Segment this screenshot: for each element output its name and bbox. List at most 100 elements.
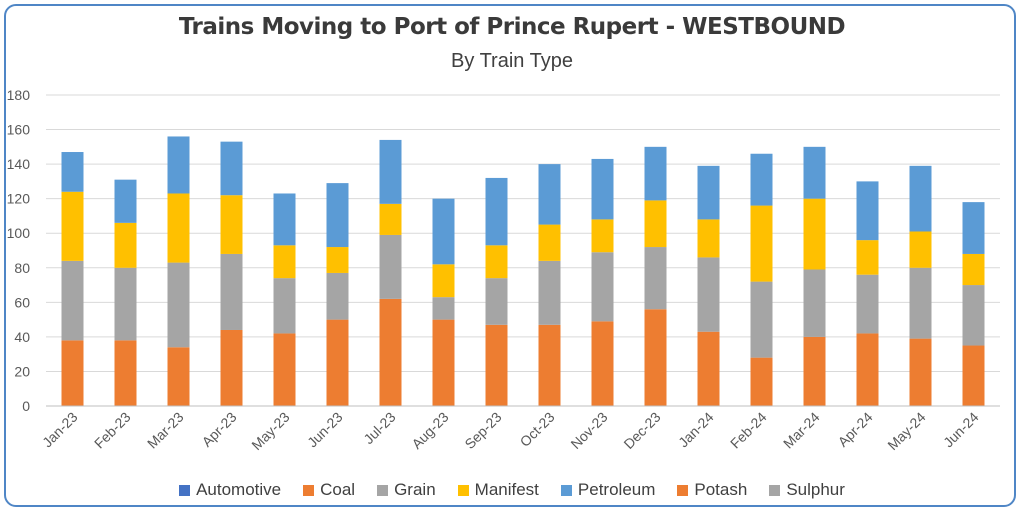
x-tick-label: Jun-23 (304, 409, 346, 451)
bar-potash-jan-23 (61, 340, 84, 406)
y-tick-label: 60 (14, 294, 30, 310)
bar-manifest-jan-23 (61, 191, 84, 261)
chart-subtitle: By Train Type (451, 50, 573, 72)
bar-manifest-jan-24 (697, 219, 720, 258)
bar-petroleum-may-24 (909, 165, 932, 232)
bar-manifest-feb-24 (750, 205, 773, 282)
bar-potash-may-24 (909, 338, 932, 406)
bar-sulphur-feb-23 (114, 267, 137, 341)
bar-potash-oct-23 (538, 324, 561, 406)
bar-potash-jul-23 (379, 298, 402, 406)
legend-swatch (677, 484, 689, 496)
legend-swatch (457, 484, 469, 496)
legend-label: Petroleum (577, 480, 656, 499)
bar-potash-jun-23 (326, 319, 349, 406)
bar-sulphur-nov-23 (591, 252, 614, 322)
bar-petroleum-mar-23 (167, 136, 190, 194)
x-tick-label: Jan-24 (675, 409, 717, 451)
legend-item-manifest: Manifest (457, 480, 539, 500)
chart-title: Trains Moving to Port of Prince Rupert -… (178, 14, 846, 40)
x-tick-label: Nov-23 (567, 409, 610, 452)
legend-label: Potash (694, 480, 748, 499)
bar-potash-nov-23 (591, 321, 614, 406)
bar-sulphur-mar-24 (803, 269, 826, 337)
bar-manifest-sep-23 (485, 245, 508, 279)
bar-manifest-feb-23 (114, 222, 137, 268)
x-tick-label: Apr-23 (199, 409, 240, 450)
x-tick-label: Sep-23 (461, 409, 504, 452)
bar-sulphur-jan-24 (697, 257, 720, 332)
bar-potash-feb-24 (750, 357, 773, 406)
bar-sulphur-may-24 (909, 267, 932, 339)
x-tick-label: Feb-23 (91, 409, 134, 452)
bar-manifest-aug-23 (432, 264, 455, 298)
x-tick-label: May-23 (248, 409, 292, 453)
bar-petroleum-jan-24 (697, 165, 720, 220)
bar-sulphur-feb-24 (750, 281, 773, 358)
legend-item-automotive: Automotive (179, 480, 281, 500)
legend-label: Automotive (196, 480, 282, 499)
x-tick-label: Aug-23 (408, 409, 451, 452)
bar-manifest-jun-23 (326, 247, 349, 273)
bar-manifest-apr-23 (220, 195, 243, 254)
x-tick-label: Apr-24 (835, 409, 876, 450)
bar-sulphur-apr-24 (856, 274, 879, 334)
y-tick-label: 0 (22, 398, 30, 414)
bar-petroleum-feb-23 (114, 179, 137, 223)
bar-sulphur-dec-23 (644, 247, 667, 310)
bar-manifest-oct-23 (538, 224, 561, 261)
bar-sulphur-may-23 (273, 278, 296, 334)
bar-petroleum-oct-23 (538, 164, 561, 225)
x-tick-label: Dec-23 (620, 409, 663, 452)
bar-petroleum-feb-24 (750, 153, 773, 206)
y-tick-label: 140 (7, 156, 31, 172)
bar-potash-may-23 (273, 333, 296, 406)
bar-manifest-apr-24 (856, 240, 879, 275)
bar-sulphur-apr-23 (220, 253, 243, 330)
bar-manifest-jul-23 (379, 203, 402, 235)
bar-manifest-mar-23 (167, 193, 190, 263)
legend-item-petroleum: Petroleum (560, 480, 656, 500)
x-tick-label: May-24 (884, 409, 928, 453)
legend-item-grain: Grain (377, 480, 436, 500)
y-tick-label: 100 (7, 225, 31, 241)
bar-petroleum-jan-23 (61, 152, 84, 192)
bar-manifest-may-23 (273, 245, 296, 279)
legend-label: Sulphur (786, 480, 845, 499)
bar-petroleum-sep-23 (485, 177, 508, 246)
x-tick-label: Jul-23 (360, 409, 398, 447)
y-tick-label: 160 (7, 122, 31, 138)
bar-potash-mar-24 (803, 336, 826, 406)
bar-petroleum-apr-24 (856, 181, 879, 241)
bar-petroleum-jul-23 (379, 139, 402, 204)
y-tick-label: 120 (7, 191, 31, 207)
legend-label: Grain (394, 480, 436, 499)
legend-item-sulphur: Sulphur (769, 480, 845, 500)
bar-sulphur-jul-23 (379, 234, 402, 299)
legend-swatch (560, 484, 572, 496)
y-tick-label: 80 (14, 260, 30, 276)
legend-item-potash: Potash (677, 480, 747, 500)
bar-manifest-nov-23 (591, 219, 614, 253)
bar-potash-jan-24 (697, 331, 720, 406)
bar-potash-mar-23 (167, 347, 190, 406)
bar-potash-jun-24 (962, 345, 985, 406)
y-tick-label: 180 (7, 87, 31, 103)
bar-manifest-jun-24 (962, 253, 985, 286)
legend-swatch (769, 484, 781, 496)
y-tick-label: 40 (14, 329, 30, 345)
bar-manifest-may-24 (909, 231, 932, 268)
bar-petroleum-aug-23 (432, 198, 455, 265)
bar-sulphur-mar-23 (167, 262, 190, 348)
chart-legend: Automotive Coal Grain Manifest Petroleum Pota… (0, 478, 1024, 502)
x-tick-label: Mar-24 (780, 409, 823, 452)
bar-sulphur-jan-23 (61, 260, 84, 341)
bar-sulphur-jun-24 (962, 285, 985, 346)
legend-swatch (303, 484, 315, 496)
bar-petroleum-may-23 (273, 193, 296, 246)
bar-potash-feb-23 (114, 340, 137, 406)
bar-manifest-dec-23 (644, 200, 667, 248)
legend-swatch (179, 484, 191, 496)
bar-sulphur-oct-23 (538, 260, 561, 325)
